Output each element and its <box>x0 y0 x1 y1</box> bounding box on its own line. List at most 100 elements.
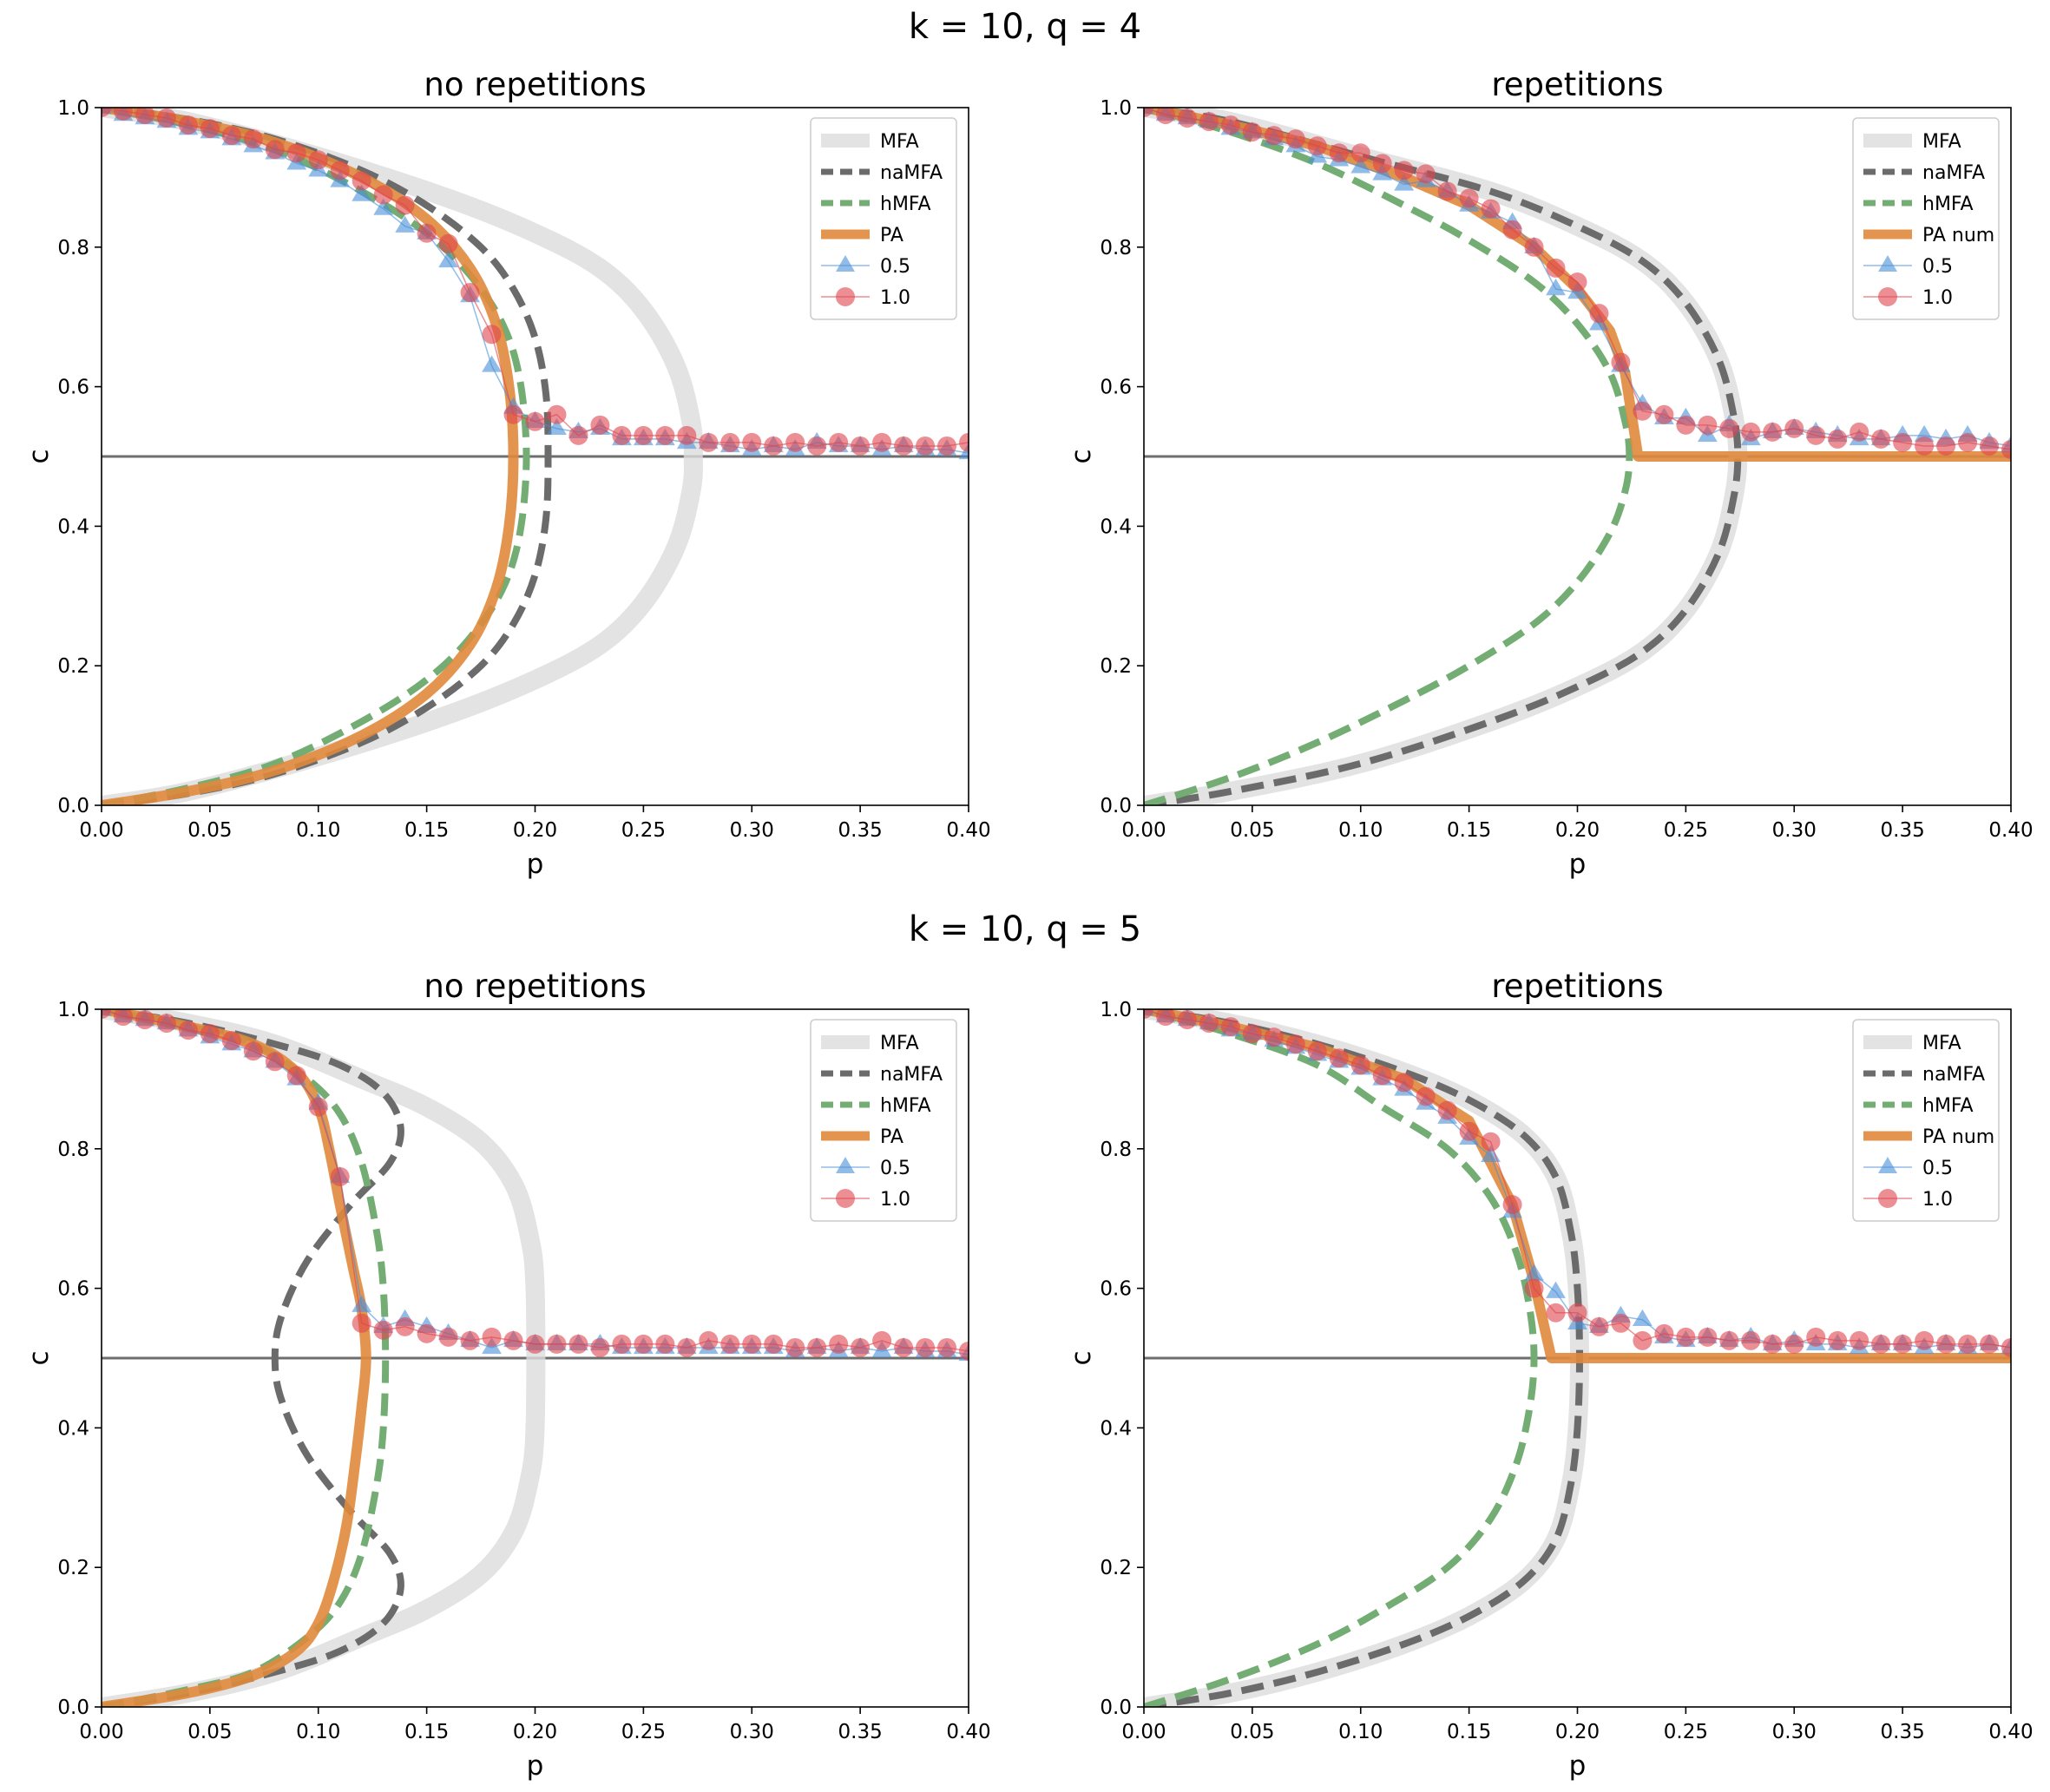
data-point-1.0 <box>1589 304 1609 324</box>
data-point-1.0 <box>1546 1303 1566 1323</box>
data-point-1.0 <box>1611 1313 1631 1333</box>
y-axis-label: c <box>23 449 55 463</box>
legend-swatch-circ <box>836 1189 855 1208</box>
data-point-1.0 <box>135 108 154 125</box>
panel-title: repetitions <box>1491 66 1663 103</box>
data-point-1.0 <box>785 432 805 452</box>
data-point-1.0 <box>330 161 350 181</box>
data-point-1.0 <box>1676 1327 1696 1347</box>
legend-swatch-circ <box>1878 287 1897 306</box>
data-point-1.0 <box>764 436 784 456</box>
data-point-1.0 <box>503 404 523 424</box>
data-point-1.0 <box>1264 126 1284 146</box>
data-point-1.0 <box>807 436 827 456</box>
y-tick-label: 1.0 <box>57 999 89 1021</box>
y-axis-label: c <box>1066 449 1097 463</box>
data-point-1.0 <box>785 1337 805 1357</box>
data-point-1.0 <box>720 1334 740 1354</box>
legend-swatch-tri <box>836 1157 855 1173</box>
data-point-1.0 <box>1329 1048 1349 1068</box>
data-point-1.0 <box>1784 1334 1804 1354</box>
y-axis-label: c <box>23 1350 55 1365</box>
data-point-1.0 <box>1871 429 1891 449</box>
y-tick-label: 0.6 <box>1100 377 1132 399</box>
data-point-1.0 <box>308 150 328 170</box>
data-point-1.0 <box>438 1327 458 1347</box>
data-point-1.0 <box>612 425 632 445</box>
data-point-1.0 <box>1329 143 1349 163</box>
data-point-1.0 <box>1676 415 1696 435</box>
y-tick-label: 0.6 <box>1100 1278 1132 1301</box>
data-point-1.0 <box>612 1334 632 1354</box>
y-tick-label: 0.2 <box>57 1557 89 1579</box>
data-point-1.0 <box>1589 1316 1609 1336</box>
x-tick-label: 0.00 <box>79 819 123 842</box>
data-point-0.5 <box>1524 1264 1544 1281</box>
y-tick-label: 0.6 <box>57 377 89 399</box>
plot-area <box>1144 108 2011 805</box>
data-point-1.0 <box>1350 143 1370 163</box>
data-point-1.0 <box>1828 429 1848 449</box>
panel-title: repetitions <box>1491 968 1663 1005</box>
x-tick-label: 0.05 <box>187 819 232 842</box>
x-axis-label: p <box>527 849 544 880</box>
legend-label: PA num <box>1922 225 1994 246</box>
data-point-1.0 <box>959 432 969 452</box>
y-tick-label: 0.2 <box>1100 655 1132 678</box>
data-point-1.0 <box>156 108 176 128</box>
legend-label: hMFA <box>1922 1095 1974 1117</box>
data-point-1.0 <box>1741 422 1761 442</box>
x-tick-label: 0.10 <box>296 1721 340 1743</box>
data-point-1.0 <box>417 223 437 243</box>
legend-swatch-tri <box>1878 255 1897 272</box>
data-point-0.5 <box>352 184 372 201</box>
data-point-1.0 <box>1698 1327 1718 1347</box>
legend-label: naMFA <box>880 1064 943 1086</box>
data-point-1.0 <box>330 1166 350 1186</box>
x-tick-label: 0.30 <box>1772 1721 1817 1743</box>
legend-swatch-circ <box>1878 1189 1897 1208</box>
legend-swatch-tri <box>836 255 855 272</box>
data-point-1.0 <box>352 1313 371 1333</box>
data-point-0.5 <box>1633 1309 1652 1326</box>
data-point-1.0 <box>590 415 610 435</box>
data-point-1.0 <box>1654 404 1674 424</box>
data-point-1.0 <box>200 1024 220 1044</box>
data-point-1.0 <box>1394 161 1414 181</box>
x-axis-label: p <box>527 1750 544 1782</box>
data-point-1.0 <box>677 425 697 445</box>
data-point-1.0 <box>1524 1278 1544 1298</box>
legend-label: 0.5 <box>880 1158 910 1179</box>
data-point-1.0 <box>1285 129 1305 149</box>
data-point-1.0 <box>102 108 111 117</box>
data-point-1.0 <box>1144 1009 1153 1019</box>
data-point-1.0 <box>1481 1132 1501 1152</box>
data-point-1.0 <box>525 411 545 431</box>
data-point-1.0 <box>1307 136 1327 156</box>
data-point-1.0 <box>1546 258 1566 278</box>
data-point-1.0 <box>677 1337 697 1357</box>
y-tick-label: 0.4 <box>1100 515 1132 538</box>
data-point-1.0 <box>916 1337 936 1357</box>
data-point-1.0 <box>1481 199 1501 219</box>
data-point-1.0 <box>807 1337 827 1357</box>
data-point-1.0 <box>699 432 719 452</box>
data-point-1.0 <box>699 1330 719 1350</box>
data-point-1.0 <box>1502 220 1522 240</box>
chart-panel-4: 0.00 0.05 0.10 0.15 0.20 0.25 0.30 0.35 0.40 0.0 0… <box>1066 968 2034 1782</box>
legend-label: hMFA <box>880 194 931 215</box>
data-point-1.0 <box>1936 436 1956 456</box>
data-point-1.0 <box>547 404 567 424</box>
data-point-1.0 <box>1416 1086 1436 1106</box>
legend-label: MFA <box>880 131 919 153</box>
chart-panel-3: 0.00 0.05 0.10 0.15 0.20 0.25 0.30 0.35 0.40 0.0 0… <box>23 968 991 1782</box>
data-point-1.0 <box>1524 237 1544 257</box>
x-axis-label: p <box>1569 1750 1587 1782</box>
data-point-1.0 <box>243 1041 263 1061</box>
legend-label: 0.5 <box>1922 256 1953 278</box>
series-mfa-line <box>102 108 703 805</box>
data-point-1.0 <box>851 436 871 456</box>
x-axis-label: p <box>1569 849 1587 880</box>
data-point-1.0 <box>200 119 220 139</box>
data-point-1.0 <box>568 1334 588 1354</box>
